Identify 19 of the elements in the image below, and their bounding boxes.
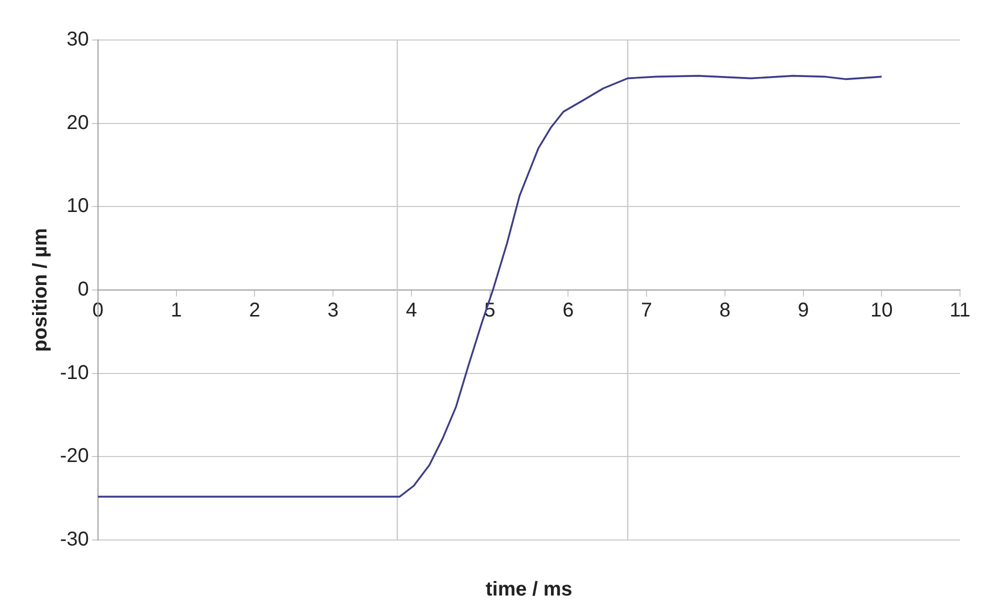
y-axis-title: position / µm (30, 228, 52, 352)
x-tick-label: 1 (170, 300, 182, 322)
y-tick-label: -10 (60, 362, 89, 384)
y-tick-label: -20 (60, 445, 89, 468)
y-tick-label: 30 (66, 28, 89, 51)
x-tick-label: 6 (562, 300, 574, 322)
x-tick-label: 9 (798, 300, 809, 322)
x-tick-label: 4 (406, 300, 417, 322)
x-tick-label: 2 (249, 300, 260, 322)
y-tick-label: 10 (66, 195, 89, 218)
x-axis-title: time / ms (486, 578, 572, 601)
y-tick-label: -30 (60, 528, 89, 551)
x-tick-label: 7 (640, 300, 652, 322)
x-tick-label: 11 (950, 300, 970, 322)
y-tick-label: 20 (66, 112, 89, 134)
x-tick-label: 3 (327, 300, 339, 322)
x-tick-label: 10 (870, 300, 893, 322)
y-tick-label: 0 (78, 278, 89, 301)
x-tick-label: 8 (719, 300, 730, 322)
